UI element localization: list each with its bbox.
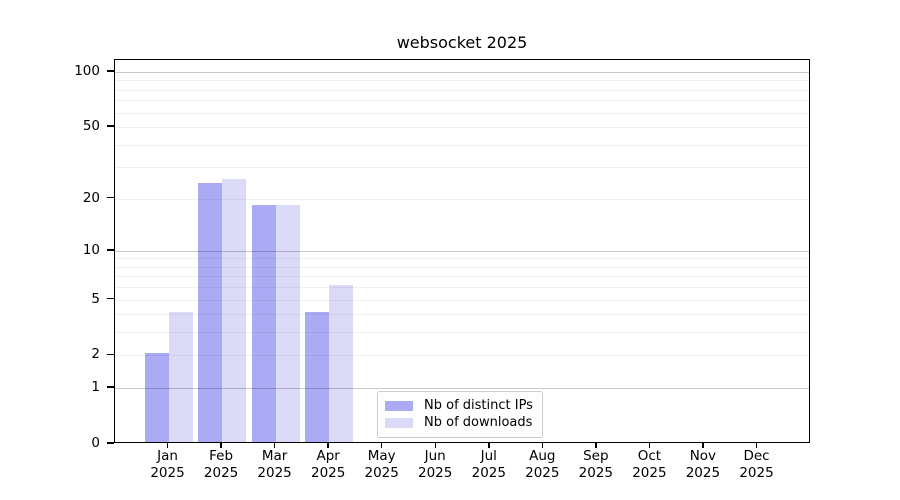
- y-tick-label-100: 100: [74, 63, 100, 79]
- gridline-70: [115, 100, 809, 102]
- gridline-7: [115, 276, 809, 278]
- bar-downloads-feb: [222, 179, 247, 442]
- legend-item-distinct-ips: Nb of distinct IPs: [385, 397, 533, 414]
- x-tick-mark-jul: [488, 443, 490, 448]
- y-tick-label-20: 20: [82, 189, 100, 206]
- x-tick-mark-may: [380, 443, 383, 448]
- bar-distinct-ips-jan: [144, 353, 169, 442]
- x-tick-mark-jan: [166, 443, 169, 448]
- gridline-4: [115, 314, 809, 316]
- y-tick-mark-50: [107, 125, 114, 127]
- grid-layer: [115, 60, 809, 442]
- legend-swatch-downloads-icon: [385, 417, 413, 428]
- gridline-90: [115, 80, 809, 82]
- x-tick-mark-aug: [541, 443, 544, 448]
- gridline-100: [115, 72, 809, 73]
- gridline-10: [115, 250, 809, 252]
- gridline-50: [115, 127, 809, 129]
- y-tick-mark-5: [107, 297, 114, 300]
- x-tick-label-dec: Dec 2025: [739, 448, 774, 481]
- bar-downloads-mar: [275, 204, 300, 442]
- y-tick-label-0: 0: [91, 435, 100, 451]
- gridline-40: [115, 144, 809, 146]
- y-tick-label-10: 10: [82, 241, 100, 258]
- bar-distinct-ips-mar: [251, 204, 276, 442]
- x-tick-mark-dec: [755, 443, 758, 448]
- plot-area: [114, 59, 810, 443]
- y-tick-mark-100: [107, 70, 114, 72]
- y-tick-mark-2: [107, 353, 114, 356]
- x-tick-mark-sep: [595, 443, 597, 448]
- x-tick-label-feb: Feb 2025: [203, 448, 239, 481]
- y-tick-label-50: 50: [82, 118, 100, 135]
- gridline-30: [115, 167, 809, 169]
- legend-swatch-distinct-ips-icon: [385, 400, 413, 411]
- x-tick-mark-feb: [220, 443, 222, 448]
- legend-label-downloads: Nb of downloads: [424, 415, 533, 430]
- gridline-80: [115, 89, 809, 91]
- y-tick-label-2: 2: [91, 346, 100, 363]
- x-tick-mark-nov: [702, 443, 704, 448]
- y-tick-mark-10: [107, 249, 114, 251]
- y-tick-label-1: 1: [91, 379, 100, 396]
- bar-distinct-ips-feb: [198, 182, 223, 442]
- gridline-9: [115, 258, 809, 260]
- gridline-20: [115, 198, 809, 200]
- bar-downloads-jan: [168, 312, 193, 442]
- bars-layer: [115, 60, 809, 442]
- legend-label-distinct-ips: Nb of distinct IPs: [424, 398, 533, 413]
- x-tick-label-nov: Nov 2025: [685, 448, 721, 481]
- gridline-8: [115, 266, 809, 268]
- x-tick-label-mar: Mar 2025: [257, 448, 292, 481]
- x-tick-label-jun: Jun 2025: [418, 448, 453, 481]
- x-tick-label-jan: Jan 2025: [150, 448, 185, 481]
- gridline-60: [115, 112, 809, 114]
- y-tick-mark-0: [107, 442, 114, 444]
- gridline-5: [115, 299, 809, 301]
- x-tick-label-aug: Aug 2025: [525, 448, 560, 481]
- legend-item-downloads: Nb of downloads: [385, 414, 533, 431]
- bar-distinct-ips-apr: [305, 312, 330, 442]
- x-tick-mark-apr: [327, 443, 329, 448]
- bar-downloads-apr: [329, 285, 354, 442]
- x-tick-mark-oct: [648, 443, 651, 448]
- y-tick-label-5: 5: [91, 290, 100, 307]
- legend: Nb of distinct IPs Nb of downloads: [377, 391, 543, 438]
- chart-title: websocket 2025: [396, 33, 528, 52]
- y-tick-mark-1: [107, 386, 114, 388]
- y-tick-mark-20: [107, 196, 114, 199]
- x-tick-label-jul: Jul 2025: [471, 448, 506, 481]
- gridline-3: [115, 332, 809, 334]
- gridline-2: [115, 355, 809, 357]
- x-tick-label-sep: Sep 2025: [578, 448, 613, 481]
- gridline-1: [115, 388, 809, 390]
- x-tick-label-apr: Apr 2025: [311, 448, 346, 481]
- gridline-6: [115, 287, 809, 289]
- x-tick-label-oct: Oct 2025: [632, 448, 667, 481]
- x-tick-mark-jun: [434, 443, 436, 448]
- x-tick-mark-mar: [273, 443, 276, 448]
- x-tick-label-may: May 2025: [364, 448, 399, 481]
